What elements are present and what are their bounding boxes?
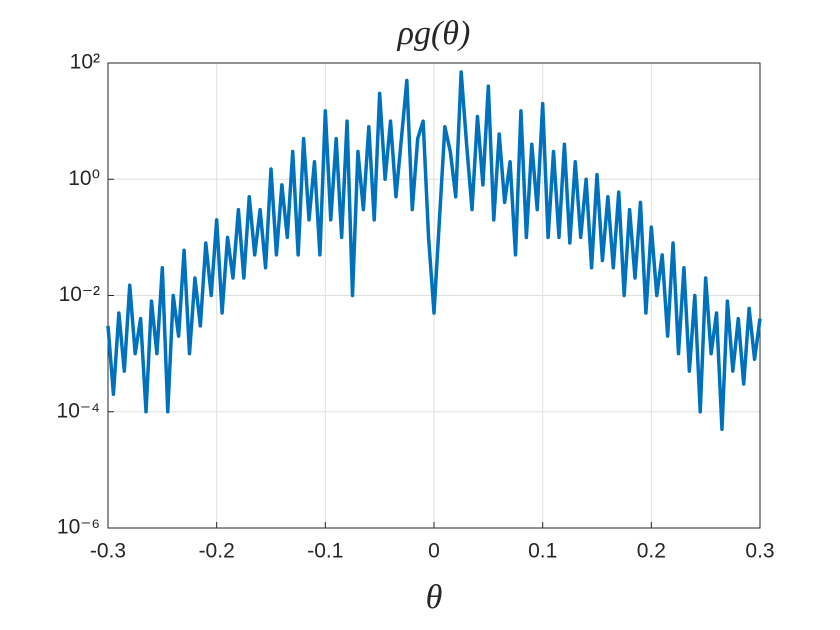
x-tick-label: 0.3: [745, 540, 774, 563]
y-tick-label: 10⁻⁶: [57, 516, 100, 539]
y-tick-label: 10⁰: [68, 167, 100, 190]
data-line: [106, 70, 762, 431]
x-tick-label: -0.1: [307, 540, 343, 563]
x-tick-label: 0: [428, 540, 440, 563]
x-tick-label: -0.2: [199, 540, 235, 563]
y-tick-label: 10⁻²: [59, 283, 100, 306]
y-tick-label: 10⁻⁴: [57, 399, 100, 422]
x-tick-label: 0.1: [528, 540, 557, 563]
x-tick-label: 0.2: [637, 540, 666, 563]
y-tick-label: 10²: [70, 51, 100, 74]
axes-box: [107, 62, 761, 529]
chart-title: ρg(θ): [397, 15, 471, 52]
x-tick-label: -0.3: [90, 540, 126, 563]
x-axis-label: θ: [426, 579, 443, 616]
